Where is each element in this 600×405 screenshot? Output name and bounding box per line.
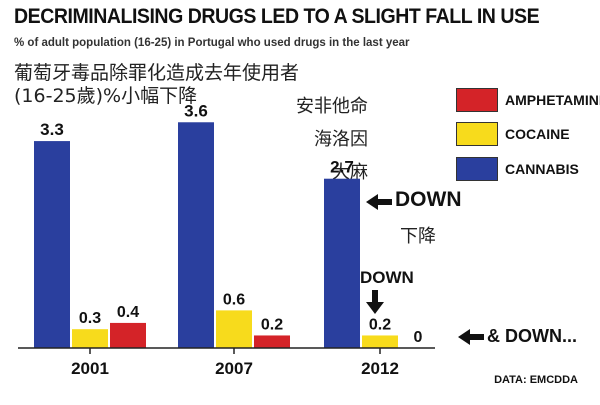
data-label-cannabis-2012: 2.7 [330, 158, 354, 177]
bar-cocaine-2001 [72, 329, 108, 348]
x-tick-label-2001: 2001 [71, 359, 109, 378]
data-label-cocaine-2012: 0.2 [369, 316, 391, 333]
cocaine-down-label: DOWN [360, 268, 414, 287]
legend-zh-cannabis: 大麻 [332, 162, 368, 183]
data-label-amphetamine-2012: 0 [414, 329, 423, 346]
bar-cocaine-2012 [362, 335, 398, 348]
x-tick-label-2007: 2007 [215, 359, 253, 378]
legend-zh-cocaine: 海洛因 [314, 129, 368, 150]
data-label-cocaine-2001: 0.3 [79, 310, 101, 327]
data-label-cannabis-2007: 3.6 [184, 101, 208, 120]
chart-subtitle: % of adult population (16-25) in Portuga… [14, 37, 410, 49]
legend-label-cocaine: COCAINE [505, 126, 570, 142]
cannabis-down-label: DOWN [395, 188, 462, 211]
legend-swatch-cannabis [456, 157, 498, 181]
chart-title: DECRIMINALISING DRUGS LED TO A SLIGHT FA… [14, 5, 540, 28]
legend-label-amphetamine: AMPHETAMINE [505, 92, 600, 108]
legend-label-cannabis: CANNABIS [505, 161, 579, 177]
bar-amphetamine-2001 [110, 322, 146, 348]
legend-swatch-amphetamine [456, 88, 498, 112]
data-label-amphetamine-2007: 0.2 [261, 316, 283, 333]
legend-swatch-cocaine [456, 122, 498, 146]
bar-amphetamine-2007 [254, 335, 290, 348]
bar-cocaine-2007 [216, 310, 252, 348]
data-label-cocaine-2007: 0.6 [223, 291, 245, 308]
legend-zh-amphetamine: 安非他命 [296, 96, 368, 117]
bar-cannabis-2007 [178, 122, 214, 349]
x-tick-label-2012: 2012 [361, 359, 399, 378]
data-label-cannabis-2001: 3.3 [40, 120, 64, 139]
cannabis-down-zh: 下降 [400, 226, 436, 247]
amphetamine-down-label: & DOWN... [487, 326, 577, 346]
chinese-subtitle: 葡萄牙毒品除罪化造成去年使用者(16-25歲)%小幅下降 [14, 62, 300, 107]
arrow-left-icon-2 [458, 329, 484, 345]
data-label-amphetamine-2001: 0.4 [117, 304, 139, 321]
arrow-down-icon [366, 290, 384, 314]
source-label: DATA: EMCDDA [494, 374, 578, 386]
bar-cannabis-2012 [324, 178, 360, 348]
arrow-left-icon [366, 194, 392, 210]
bar-cannabis-2001 [34, 141, 70, 348]
